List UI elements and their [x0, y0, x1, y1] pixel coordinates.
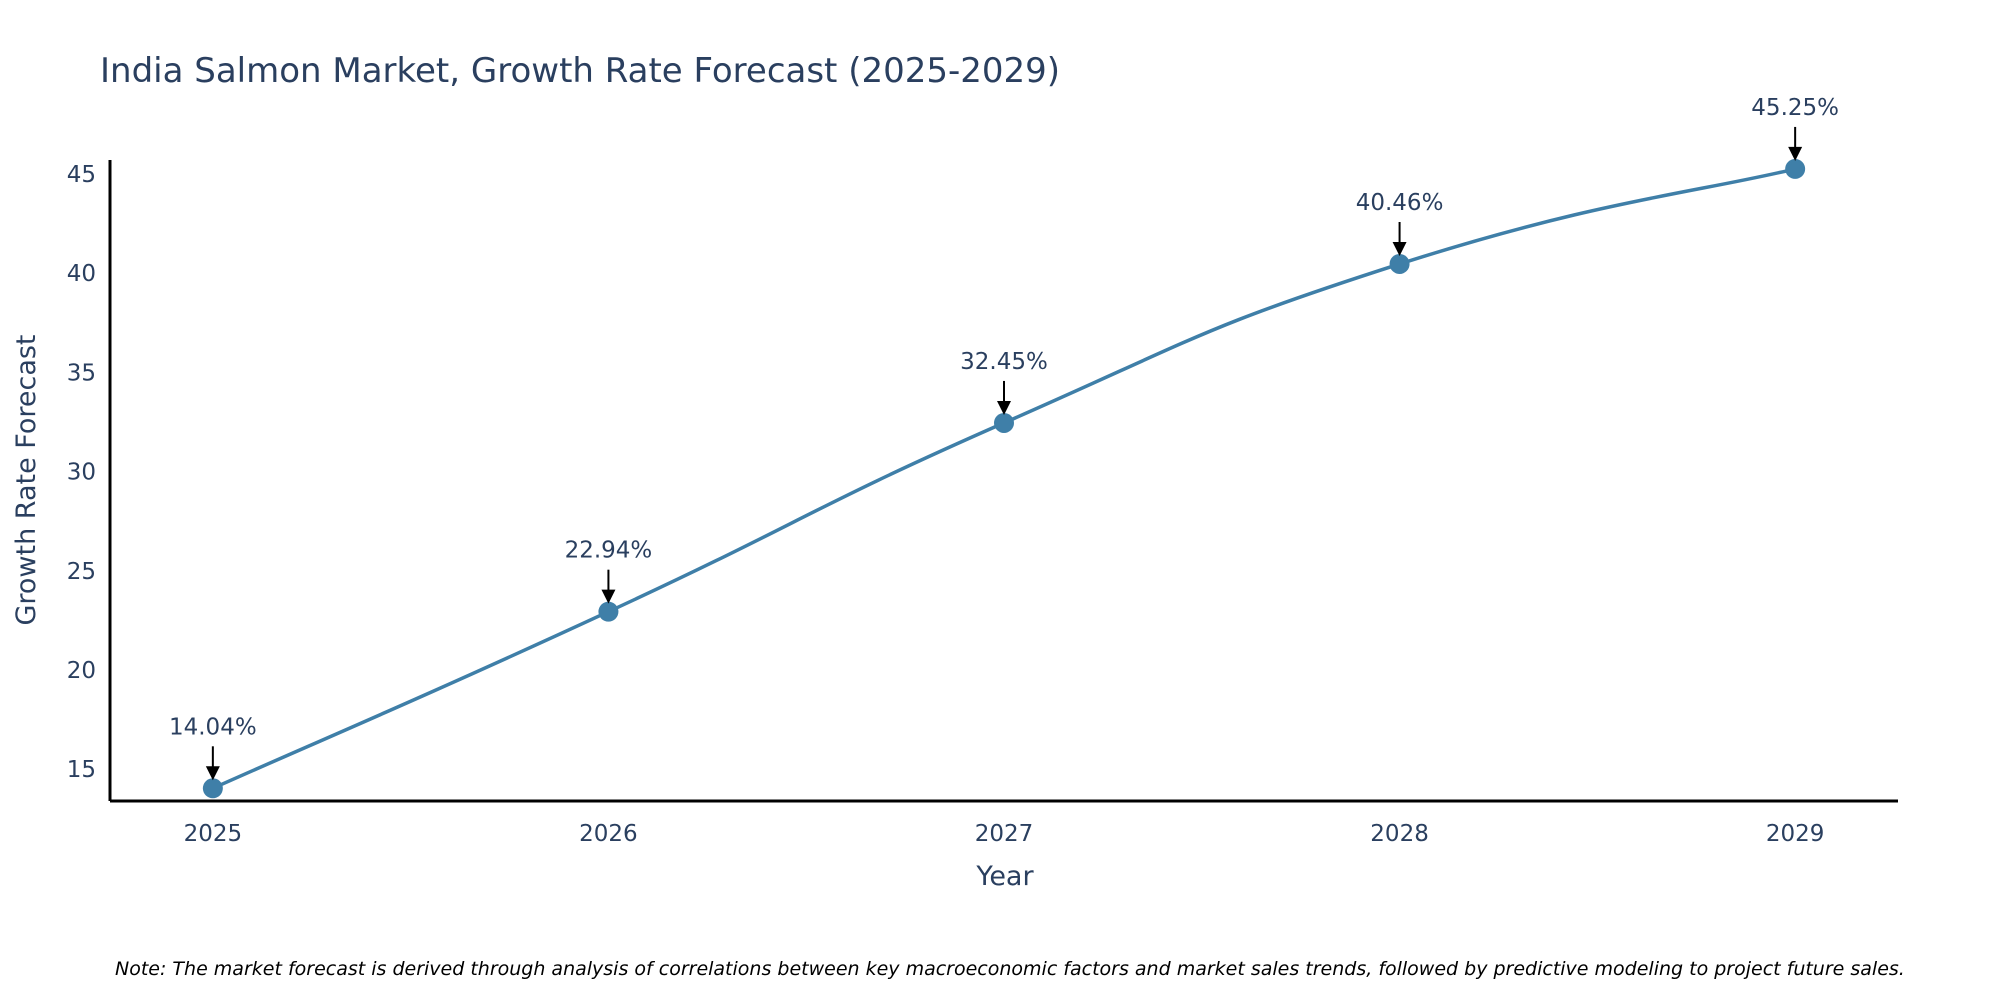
data-point	[202, 778, 223, 799]
data-point	[994, 412, 1014, 433]
y-tick-label: 45	[67, 162, 96, 188]
series-line	[212, 167, 1796, 790]
y-tick-label: 35	[67, 360, 96, 386]
chart-title: India Salmon Market, Growth Rate Forecas…	[100, 51, 1060, 91]
y-tick-labels: 15 20 25 30 35 40 45	[67, 162, 96, 783]
annotation-arrow-head	[205, 766, 220, 781]
annotation-arrow-head	[997, 400, 1011, 415]
footnote: Note: The market forecast is derived thr…	[115, 958, 1905, 980]
y-tick-label: 15	[67, 757, 96, 783]
x-tick-label: 2029	[1766, 821, 1825, 847]
y-axis-title: Growth Rate Forecast	[11, 334, 42, 625]
x-tick-label: 2025	[184, 821, 243, 847]
data-annotations: 14.04% 22.94% 32.45% 40.46% 45.25%	[169, 95, 1839, 781]
y-tick-label: 40	[67, 261, 96, 287]
data-point	[1785, 158, 1806, 179]
data-label: 40.46%	[1356, 190, 1444, 216]
annotation-arrow-head	[1788, 146, 1803, 161]
x-tick-label: 2027	[975, 821, 1034, 847]
x-axis-title: Year	[975, 861, 1034, 892]
annotation-arrow-head	[601, 589, 616, 604]
x-tick-label: 2026	[579, 821, 638, 847]
x-tick-label: 2028	[1370, 821, 1429, 847]
y-tick-label: 25	[67, 559, 96, 585]
y-tick-label: 30	[67, 460, 96, 486]
annotation-arrow-head	[1392, 241, 1407, 256]
data-markers	[202, 158, 1806, 799]
axes	[108, 160, 1898, 803]
x-tick-labels: 2025 2026 2027 2028 2029	[184, 821, 1825, 847]
data-label: 22.94%	[565, 538, 653, 564]
data-label: 32.45%	[960, 349, 1048, 375]
data-label: 45.25%	[1751, 95, 1839, 121]
data-point	[598, 601, 619, 622]
data-point	[1389, 253, 1410, 274]
y-tick-label: 20	[67, 658, 96, 684]
data-label: 14.04%	[169, 714, 257, 740]
